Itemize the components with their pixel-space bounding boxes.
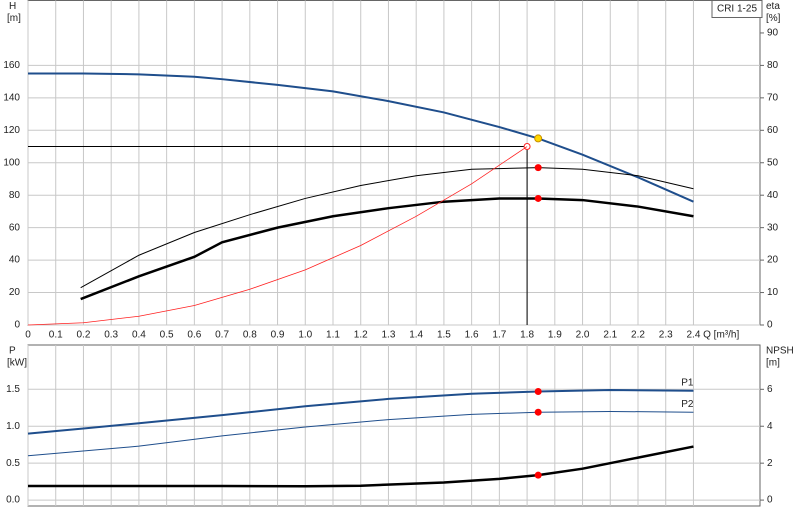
y-tick-label: 0.0 — [6, 495, 20, 506]
series-line — [28, 445, 694, 488]
y2-tick-label: 0 — [767, 495, 773, 506]
x-tick-label: 0.9 — [271, 330, 285, 341]
x-tick-label: 0.6 — [187, 330, 201, 341]
x-tick-label: 0 — [25, 330, 31, 341]
y-tick-label: 40 — [9, 255, 21, 266]
x-tick-label: 0.1 — [49, 330, 63, 341]
y2-axis-unit: [%] — [766, 13, 781, 24]
x-tick-label: 1.4 — [409, 330, 423, 341]
x-tick-label: 0.5 — [160, 330, 174, 341]
legend-label: CRI 1-25 — [717, 4, 757, 15]
x-tick-label: 1.5 — [437, 330, 451, 341]
x-tick-label: 1.8 — [520, 330, 534, 341]
series-line — [80, 197, 694, 301]
x-tick-label: 1.1 — [326, 330, 340, 341]
y2-tick-label: 6 — [767, 384, 773, 395]
y-axis-label: P — [9, 346, 16, 357]
marker — [534, 194, 542, 202]
series-line — [27, 146, 528, 326]
y2-tick-label: 70 — [767, 92, 779, 103]
y-axis-label: H — [9, 1, 16, 12]
y2-tick-label: 80 — [767, 60, 779, 71]
y-tick-label: 60 — [9, 222, 21, 233]
y2-tick-label: 50 — [767, 157, 779, 168]
y2-tick-label: 30 — [767, 222, 779, 233]
y-tick-label: 140 — [3, 92, 20, 103]
x-tick-label: 0.7 — [215, 330, 229, 341]
x-tick-label: 0.4 — [132, 330, 146, 341]
y2-tick-label: 40 — [767, 190, 779, 201]
y-tick-label: 0.5 — [6, 458, 20, 469]
series-line — [27, 410, 694, 457]
y-axis-unit: [m] — [7, 13, 21, 24]
x-tick-label: 1.0 — [298, 330, 312, 341]
x-tick-label: 2.0 — [576, 330, 590, 341]
series-line — [80, 167, 694, 289]
y2-tick-label: 90 — [767, 28, 779, 39]
y-tick-label: 1.5 — [6, 384, 20, 395]
legend-box — [711, 0, 763, 18]
x-tick-label: 0.2 — [77, 330, 91, 341]
y-tick-label: 20 — [9, 287, 21, 298]
y-tick-label: 160 — [3, 60, 20, 71]
x-tick-label: 1.3 — [382, 330, 396, 341]
y2-axis-unit: [m] — [766, 358, 780, 369]
marker — [534, 388, 542, 396]
marker — [534, 164, 542, 172]
y2-tick-label: 0 — [767, 320, 773, 331]
marker — [534, 471, 542, 479]
marker — [534, 408, 542, 416]
x-tick-label: 2.2 — [631, 330, 645, 341]
series-label: P2 — [681, 399, 694, 410]
y-tick-label: 120 — [3, 125, 20, 136]
x-tick-label: 1.9 — [548, 330, 562, 341]
x-tick-label: 0.3 — [104, 330, 118, 341]
x-tick-label: 1.7 — [492, 330, 506, 341]
y2-axis-label: eta — [766, 1, 780, 12]
y2-tick-label: 10 — [767, 287, 779, 298]
series-label: P1 — [681, 377, 694, 388]
x-tick-label: 1.2 — [354, 330, 368, 341]
x-tick-label: 1.6 — [465, 330, 479, 341]
y-tick-label: 80 — [9, 190, 21, 201]
y-tick-label: 0 — [14, 320, 20, 331]
y-tick-label: 100 — [3, 157, 20, 168]
x-axis-label: Q [m³/h] — [703, 330, 739, 341]
y2-axis-label: NPSH — [766, 346, 794, 357]
x-tick-label: 2.1 — [603, 330, 617, 341]
series-line — [27, 389, 694, 435]
y2-tick-label: 20 — [767, 255, 779, 266]
y2-tick-label: 60 — [767, 125, 779, 136]
x-tick-label: 2.3 — [659, 330, 673, 341]
series-line — [28, 72, 694, 203]
plot-area — [27, 344, 761, 507]
y-tick-label: 1.0 — [6, 421, 20, 432]
marker — [534, 134, 543, 143]
x-tick-label: 0.8 — [243, 330, 257, 341]
y2-tick-label: 4 — [767, 421, 773, 432]
x-tick-label: 2.4 — [687, 330, 701, 341]
y2-tick-label: 2 — [767, 458, 773, 469]
y-axis-unit: [kW] — [7, 358, 27, 369]
